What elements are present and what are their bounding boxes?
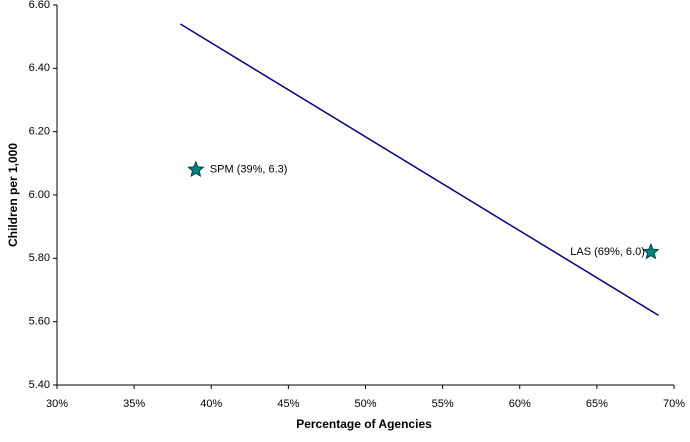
- star-point: [187, 160, 205, 177]
- x-tick-label: 70%: [663, 398, 685, 410]
- x-axis-title: Percentage of Agencies: [296, 417, 432, 431]
- y-tick-label: 5.60: [29, 316, 50, 328]
- x-tick-label: 65%: [586, 398, 608, 410]
- y-tick-label: 6.40: [29, 62, 50, 74]
- star-point: [642, 242, 660, 260]
- point-label: SPM (39%, 6.3): [210, 164, 288, 176]
- x-tick-label: 30%: [46, 398, 68, 410]
- trend-line: [180, 23, 659, 316]
- x-tick-label: 55%: [432, 398, 454, 410]
- y-tick-label: 6.20: [29, 126, 50, 138]
- x-tick-label: 50%: [354, 398, 376, 410]
- x-tick-label: 45%: [277, 398, 299, 410]
- y-tick-label: 6.60: [29, 0, 50, 11]
- x-tick-label: 40%: [200, 398, 222, 410]
- point-label: LAS (69%, 6.0): [570, 246, 645, 258]
- y-tick-label: 5.80: [29, 252, 50, 264]
- x-tick-label: 35%: [123, 398, 145, 410]
- y-axis-title: Children per 1,000: [6, 143, 20, 247]
- y-tick-label: 5.40: [29, 379, 50, 391]
- y-tick-label: 6.00: [29, 189, 50, 201]
- x-tick-label: 60%: [509, 398, 531, 410]
